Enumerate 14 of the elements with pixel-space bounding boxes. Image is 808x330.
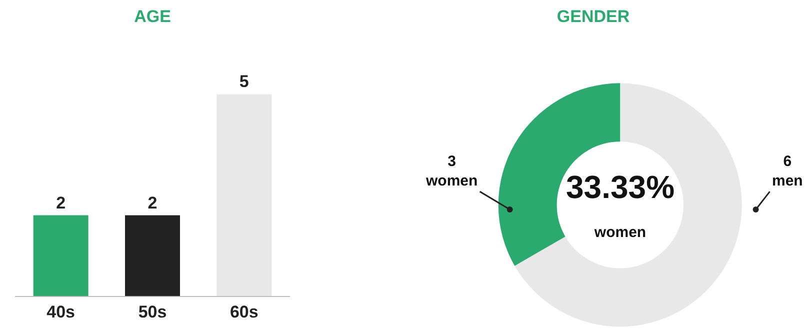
data-label: 5 — [239, 72, 249, 92]
data-label: 2 — [56, 193, 66, 212]
text: 33.33% women — [566, 169, 675, 241]
donut-slice — [514, 83, 742, 327]
slice-label: men — [772, 172, 803, 190]
x-tick-label: 60s — [230, 302, 258, 322]
data-label: 2 — [148, 193, 158, 212]
chart-title: AGE — [134, 6, 171, 26]
chart-title: GENDER — [556, 6, 630, 26]
data-label: 3 — [448, 153, 456, 170]
x-tick-label: 50s — [138, 302, 167, 322]
data-label: 6 — [783, 153, 792, 170]
x-tick-label: 40s — [46, 302, 76, 322]
slice-label: women — [425, 172, 478, 190]
